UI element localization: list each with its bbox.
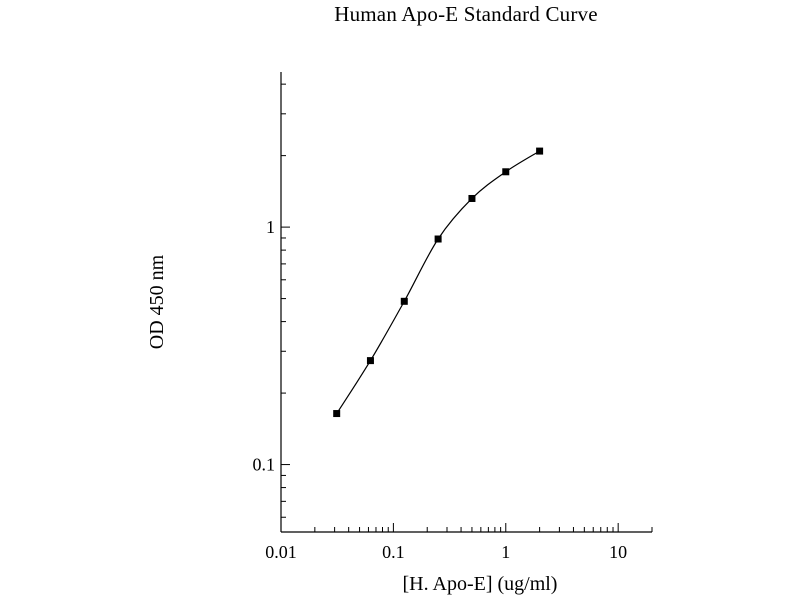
y-axis-title: OD 450 nm [146, 254, 168, 349]
data-point [502, 168, 510, 176]
data-point [434, 235, 442, 243]
data-point [400, 297, 408, 305]
x-tick-label: 10 [609, 542, 627, 562]
chart-title: Human Apo-E Standard Curve [334, 2, 598, 26]
y-tick-label: 1 [266, 217, 275, 237]
x-tick-label: 0.01 [265, 542, 297, 562]
axis-tick-labels: 0.01 0.1 1 10 0.1 1 [253, 217, 628, 562]
data-points [333, 147, 544, 418]
data-point [333, 410, 341, 418]
x-axis-title: [H. Apo-E] (ug/ml) [403, 573, 558, 595]
x-tick-label: 1 [501, 542, 510, 562]
data-point [536, 147, 544, 155]
y-tick-label: 0.1 [253, 455, 276, 475]
x-tick-label: 0.1 [382, 542, 405, 562]
data-point [366, 357, 374, 365]
standard-curve-line [336, 150, 540, 414]
data-point [468, 194, 476, 202]
axis-ticks [280, 83, 653, 532]
axes [280, 72, 652, 533]
